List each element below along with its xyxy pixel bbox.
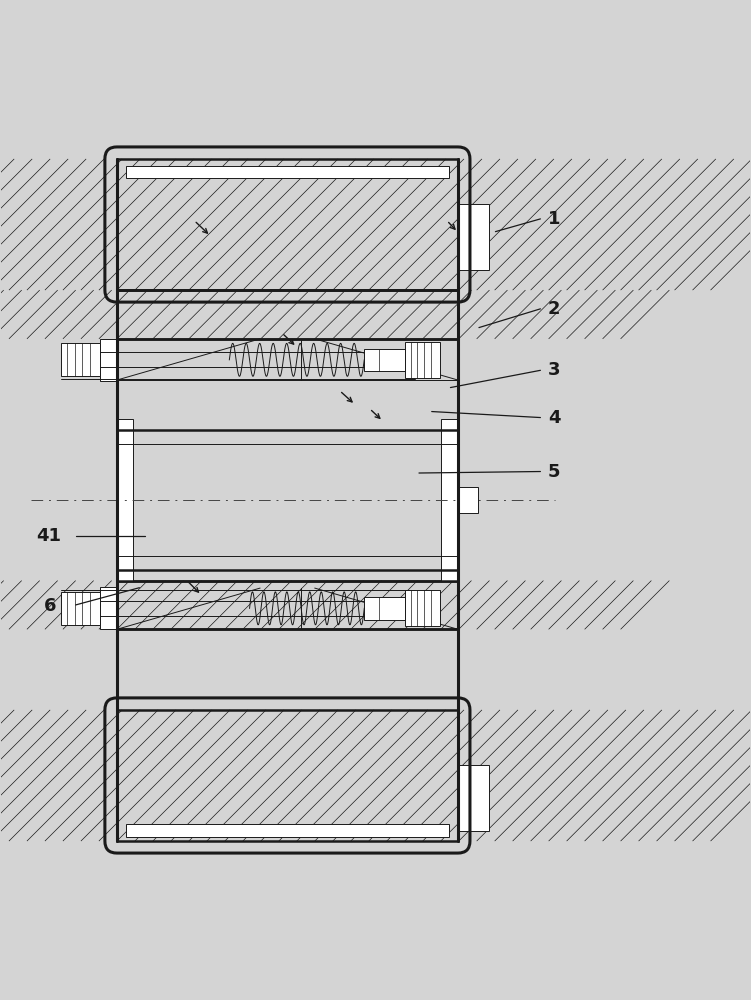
Bar xyxy=(364,349,406,371)
Text: 5: 5 xyxy=(548,463,560,481)
Text: 3: 3 xyxy=(548,361,560,379)
Bar xyxy=(101,339,117,381)
Text: 41: 41 xyxy=(37,527,62,545)
Bar xyxy=(126,824,449,837)
Bar xyxy=(117,419,134,581)
Bar xyxy=(117,159,458,290)
Bar xyxy=(364,597,406,620)
Bar xyxy=(117,290,458,339)
Bar xyxy=(406,342,440,378)
Bar xyxy=(62,592,101,625)
Bar xyxy=(62,343,101,376)
Bar xyxy=(458,204,490,270)
Bar xyxy=(126,166,449,178)
Bar xyxy=(406,590,440,626)
Text: 1: 1 xyxy=(548,210,560,228)
Text: 4: 4 xyxy=(548,409,560,427)
Bar xyxy=(458,487,478,513)
Bar xyxy=(117,710,458,841)
Bar xyxy=(458,765,490,831)
Text: 6: 6 xyxy=(44,597,56,615)
Bar xyxy=(117,581,458,629)
Text: 2: 2 xyxy=(548,300,560,318)
Bar xyxy=(442,419,458,581)
Bar xyxy=(101,587,117,629)
